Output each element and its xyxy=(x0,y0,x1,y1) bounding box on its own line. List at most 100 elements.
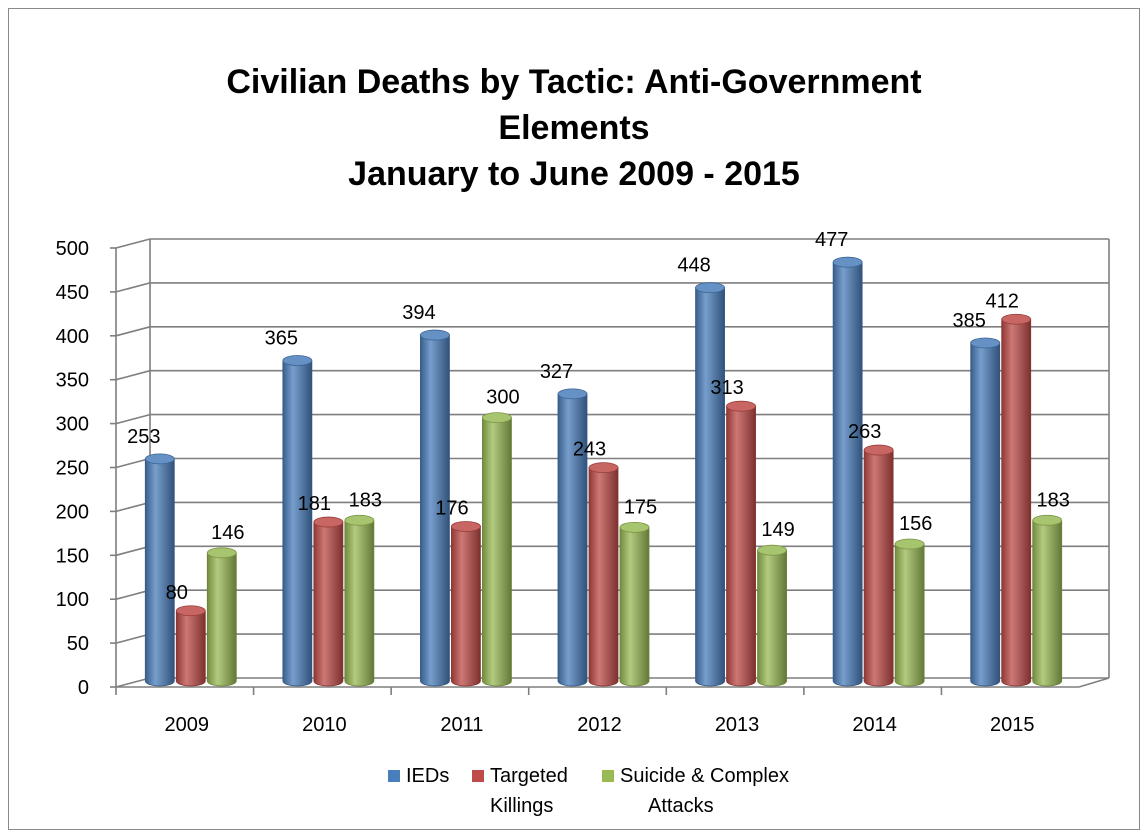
chart-plot: 0 50 100 150 200 250 300 350 400 450 500 2009 253 80 1… xyxy=(56,229,1110,736)
floor-right-edge xyxy=(1078,677,1110,688)
data-label: 149 xyxy=(761,519,794,541)
bar-top xyxy=(1032,514,1063,526)
chart-frame: Civilian Deaths by Tactic: Anti-Governme… xyxy=(8,8,1140,830)
legend-swatch xyxy=(602,770,614,782)
legend-label: Suicide & Complex Attacks xyxy=(620,761,789,821)
data-label: 385 xyxy=(953,310,986,332)
x-tick-label: 2010 xyxy=(302,714,347,736)
bar xyxy=(970,342,1001,687)
data-label: 327 xyxy=(540,361,573,383)
bar xyxy=(344,519,375,687)
y-tick-label: 50 xyxy=(67,633,89,655)
data-label: 146 xyxy=(211,522,244,544)
bar xyxy=(588,467,619,687)
gridline-side xyxy=(115,677,151,688)
data-label: 448 xyxy=(677,255,710,277)
bar-top xyxy=(482,412,512,424)
y-tick-label: 350 xyxy=(56,370,89,392)
data-label: 394 xyxy=(402,302,435,324)
bar-top xyxy=(619,521,650,533)
y-tick-label: 250 xyxy=(56,458,89,480)
gridline-side xyxy=(115,457,151,469)
bar xyxy=(1001,318,1032,687)
bar xyxy=(451,526,481,687)
data-label: 80 xyxy=(166,582,188,604)
bar-top xyxy=(557,388,588,400)
gridline-side xyxy=(115,589,151,600)
data-label: 181 xyxy=(298,493,331,515)
legend-swatch xyxy=(472,770,484,782)
gridline-side xyxy=(115,501,151,513)
bar-top xyxy=(344,514,375,526)
data-label: 313 xyxy=(710,377,743,399)
bar xyxy=(420,334,450,687)
bar xyxy=(863,449,894,687)
bar-top xyxy=(894,538,925,550)
bar-top xyxy=(206,547,237,559)
gridline-side xyxy=(115,633,151,644)
y-tick-label: 500 xyxy=(56,238,89,260)
y-tick-label: 400 xyxy=(56,326,89,348)
x-tick-label: 2013 xyxy=(715,714,760,736)
x-tick-label: 2009 xyxy=(165,714,210,736)
data-label: 183 xyxy=(1037,489,1070,511)
data-label: 175 xyxy=(624,496,657,518)
x-tick-label: 2015 xyxy=(990,714,1035,736)
data-label: 300 xyxy=(486,387,519,409)
legend-swatch xyxy=(388,770,400,782)
bar-top xyxy=(726,400,756,412)
chart-title-line-3: January to June 2009 - 2015 xyxy=(348,155,800,193)
bar xyxy=(206,552,237,687)
bar xyxy=(757,549,787,687)
data-label: 176 xyxy=(435,497,468,519)
gridline-side xyxy=(115,545,151,557)
gridline-side xyxy=(115,282,151,293)
legend-label-line: Suicide & Complex xyxy=(620,765,789,787)
data-label: 183 xyxy=(349,489,382,511)
bar-top xyxy=(282,355,313,366)
data-label: 156 xyxy=(899,513,932,535)
x-tick-label: 2012 xyxy=(577,714,622,736)
chart-legend: IEDs Targeted Killings Suicide & Complex Att… xyxy=(9,761,1139,821)
y-tick-label: 0 xyxy=(78,677,89,699)
bar xyxy=(313,521,344,687)
bar xyxy=(1032,519,1063,687)
bar-top xyxy=(1001,313,1032,325)
bar xyxy=(144,458,175,687)
data-label: 365 xyxy=(265,328,298,350)
bar xyxy=(482,417,512,687)
bar xyxy=(894,543,925,687)
legend-label: Targeted Killings xyxy=(490,761,568,821)
bar-top xyxy=(695,282,725,294)
chart-title-line-1: Civilian Deaths by Tactic: Anti-Governme… xyxy=(226,63,922,101)
gridline-side xyxy=(115,369,151,381)
legend-label-line: Attacks xyxy=(648,795,714,817)
y-tick-label: 150 xyxy=(56,545,89,567)
bar-top xyxy=(144,453,175,465)
bar xyxy=(832,261,863,687)
bar-top xyxy=(757,544,787,556)
y-tick-label: 100 xyxy=(56,589,89,611)
y-tick-label: 300 xyxy=(56,414,89,436)
chart-title-line-2: Elements xyxy=(498,109,650,147)
data-label: 253 xyxy=(127,426,160,448)
bar xyxy=(619,526,650,687)
bar xyxy=(557,393,588,687)
gridline-side xyxy=(115,326,151,337)
bar xyxy=(726,405,756,687)
gridline-side xyxy=(115,413,151,425)
gridline-side xyxy=(115,238,151,249)
bar-top xyxy=(451,521,481,532)
bar xyxy=(282,360,313,687)
legend-label-line: IEDs xyxy=(406,765,450,787)
bar-top xyxy=(175,605,206,617)
legend-label-line: Killings xyxy=(490,795,554,817)
bar xyxy=(175,610,206,687)
bar-top xyxy=(832,256,863,268)
y-tick-label: 200 xyxy=(56,501,89,523)
data-label: 477 xyxy=(815,229,848,251)
x-tick-label: 2014 xyxy=(852,714,897,736)
legend-label-line: Targeted xyxy=(490,765,568,787)
bar xyxy=(695,287,725,687)
bar-top xyxy=(863,444,894,456)
